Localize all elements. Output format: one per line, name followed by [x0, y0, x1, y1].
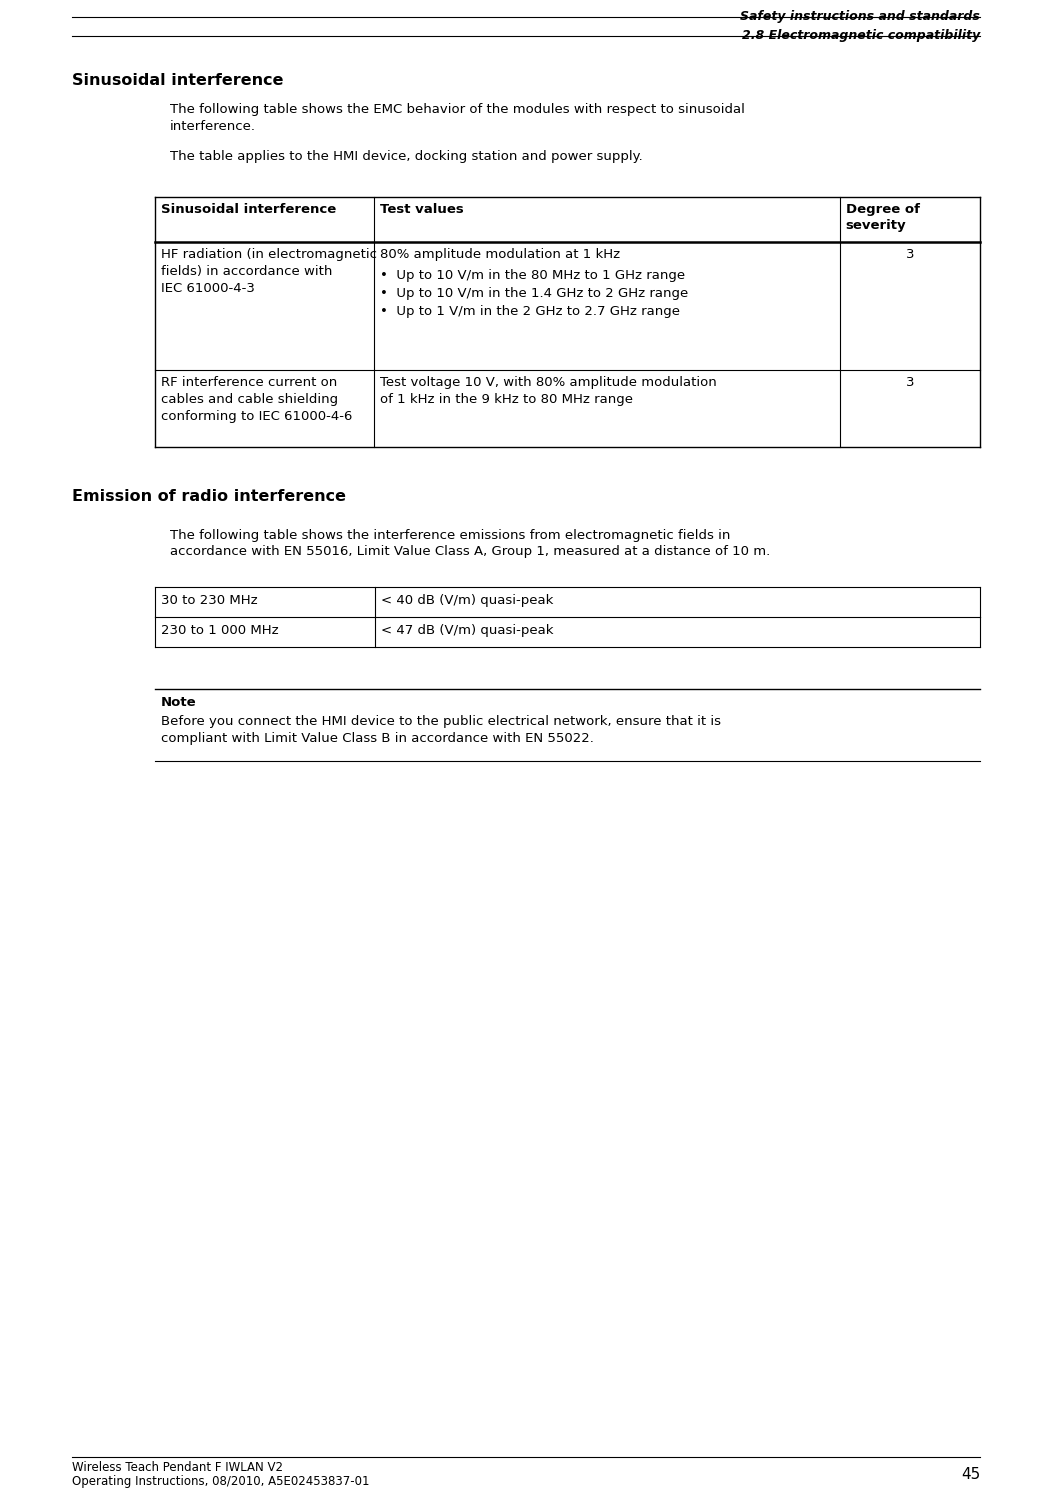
Text: 2.8 Electromagnetic compatibility: 2.8 Electromagnetic compatibility — [742, 29, 980, 42]
Text: •  Up to 10 V/m in the 1.4 GHz to 2 GHz range: • Up to 10 V/m in the 1.4 GHz to 2 GHz r… — [380, 287, 687, 300]
Text: 80% amplitude modulation at 1 kHz: 80% amplitude modulation at 1 kHz — [380, 247, 620, 261]
Text: 45: 45 — [961, 1467, 980, 1482]
Text: Operating Instructions, 08/2010, A5E02453837-01: Operating Instructions, 08/2010, A5E0245… — [72, 1474, 369, 1488]
Text: Sinusoidal interference: Sinusoidal interference — [72, 72, 284, 88]
Text: RF interference current on
cables and cable shielding
conforming to IEC 61000-4-: RF interference current on cables and ca… — [161, 376, 353, 423]
Text: The table applies to the HMI device, docking station and power supply.: The table applies to the HMI device, doc… — [170, 149, 643, 163]
Text: < 47 dB (V/m) quasi-peak: < 47 dB (V/m) quasi-peak — [381, 625, 553, 637]
Text: •  Up to 1 V/m in the 2 GHz to 2.7 GHz range: • Up to 1 V/m in the 2 GHz to 2.7 GHz ra… — [380, 305, 679, 318]
Text: Sinusoidal interference: Sinusoidal interference — [161, 204, 336, 216]
Text: 230 to 1 000 MHz: 230 to 1 000 MHz — [161, 625, 279, 637]
Text: 3: 3 — [906, 376, 914, 389]
Text: < 40 dB (V/m) quasi-peak: < 40 dB (V/m) quasi-peak — [381, 595, 553, 607]
Text: 30 to 230 MHz: 30 to 230 MHz — [161, 595, 258, 607]
Text: Test values: Test values — [380, 204, 464, 216]
Text: Test voltage 10 V, with 80% amplitude modulation
of 1 kHz in the 9 kHz to 80 MHz: Test voltage 10 V, with 80% amplitude mo… — [380, 376, 717, 406]
Text: The following table shows the interference emissions from electromagnetic fields: The following table shows the interferen… — [170, 530, 771, 558]
Text: 3: 3 — [906, 247, 914, 261]
Text: Note: Note — [161, 696, 197, 709]
Text: Wireless Teach Pendant F IWLAN V2: Wireless Teach Pendant F IWLAN V2 — [72, 1461, 283, 1474]
Text: Safety instructions and standards: Safety instructions and standards — [740, 11, 980, 23]
Text: •  Up to 10 V/m in the 80 MHz to 1 GHz range: • Up to 10 V/m in the 80 MHz to 1 GHz ra… — [380, 269, 684, 282]
Text: Degree of
severity: Degree of severity — [846, 204, 919, 232]
Text: Emission of radio interference: Emission of radio interference — [72, 489, 346, 504]
Text: HF radiation (in electromagnetic
fields) in accordance with
IEC 61000-4-3: HF radiation (in electromagnetic fields)… — [161, 247, 378, 294]
Text: The following table shows the EMC behavior of the modules with respect to sinuso: The following table shows the EMC behavi… — [170, 103, 745, 133]
Text: Before you connect the HMI device to the public electrical network, ensure that : Before you connect the HMI device to the… — [161, 715, 721, 745]
